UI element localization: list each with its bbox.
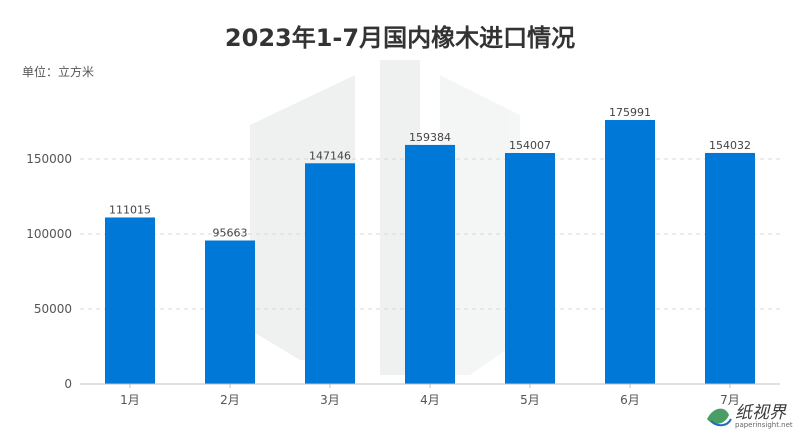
data-label: 175991 — [609, 106, 651, 119]
bars-layer — [105, 120, 755, 385]
data-label: 154007 — [509, 139, 551, 152]
y-tick-label: 0 — [64, 377, 72, 391]
unit-label: 单位：立方米 — [22, 65, 95, 79]
bar — [605, 120, 655, 385]
x-tick-label: 5月 — [520, 393, 540, 407]
y-tick-label: 50000 — [34, 302, 72, 316]
data-label: 95663 — [213, 227, 248, 240]
x-tick-label: 1月 — [120, 393, 140, 407]
x-tick-label: 4月 — [420, 393, 440, 407]
data-label: 159384 — [409, 131, 451, 144]
bar — [105, 217, 155, 384]
bar — [305, 163, 355, 384]
bar — [505, 152, 555, 384]
y-tick-label: 150000 — [26, 152, 72, 166]
bar — [705, 152, 755, 384]
axis-layer: 0 50000 100000 150000 1月 2月 3月 4月 5月 6月 7月 — [26, 152, 780, 407]
x-tick-label: 2月 — [220, 393, 240, 407]
y-tick-label: 100000 — [26, 227, 72, 241]
bar — [205, 240, 255, 384]
data-label: 154032 — [709, 139, 751, 152]
background-logo-shape — [250, 60, 520, 375]
x-tick-label: 3月 — [320, 393, 340, 407]
watermark-text: 纸视界 — [735, 403, 786, 423]
data-label: 111015 — [109, 203, 151, 216]
labels-layer: 111015 95663 147146 159384 154007 175991 15403… — [109, 106, 751, 239]
chart-title: 2023年1-7月国内橡木进口情况 — [224, 24, 576, 52]
bar — [405, 144, 455, 384]
x-tick-label: 7月 — [720, 393, 740, 407]
watermark-url: paperinsight.net — [735, 421, 793, 429]
paperinsight-logo-icon — [707, 408, 732, 427]
x-tick-label: 6月 — [620, 393, 640, 407]
data-label: 147146 — [309, 149, 351, 162]
